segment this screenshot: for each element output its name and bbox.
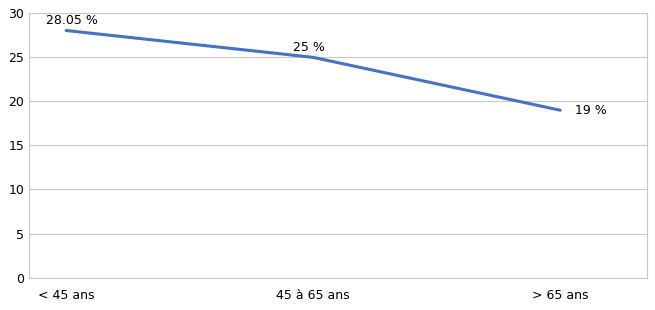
Text: 28.05 %: 28.05 % [47,14,98,27]
Text: 19 %: 19 % [575,104,607,117]
Text: 25 %: 25 % [293,41,326,54]
